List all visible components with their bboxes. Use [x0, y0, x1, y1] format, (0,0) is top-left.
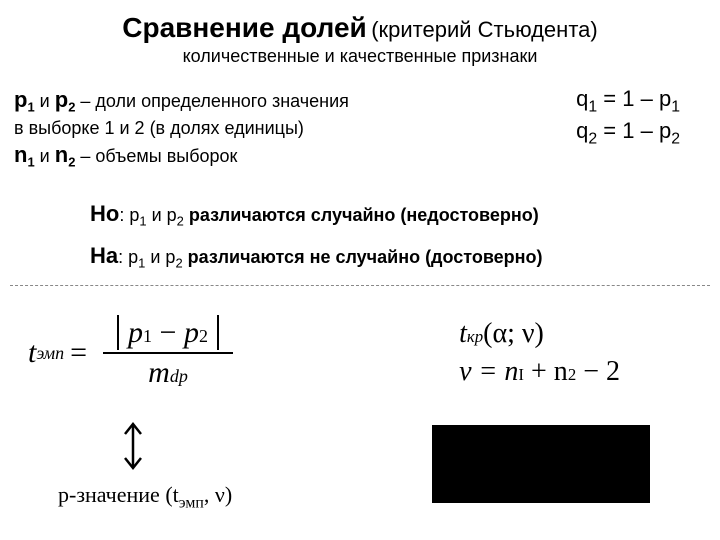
title-row: Сравнение долей (критерий Стьюдента) — [0, 0, 720, 44]
t-critical: tкр(α; ν) — [459, 315, 620, 353]
def-line-3: n1 и n2 – объемы выборок — [14, 140, 349, 171]
left-definitions: р1 и р2 – доли определенного значения в … — [14, 85, 349, 171]
definitions: р1 и р2 – доли определенного значения в … — [0, 67, 720, 171]
redacted-box — [432, 425, 650, 503]
t-empiric-formula: tэмп = p1 − p2 mdp — [28, 314, 233, 392]
right-formulas: tкр(α; ν) ν = nI + n2 − 2 — [459, 315, 680, 391]
fraction: p1 − p2 mdp — [103, 314, 233, 392]
formula-row: tэмп = p1 − p2 mdp tкр(α; ν) ν = nI + n2… — [0, 286, 720, 392]
subtitle: количественные и качественные признаки — [0, 46, 720, 67]
hypotheses: Но: р1 и р2 различаются случайно (недост… — [0, 171, 720, 277]
q2-def: q2 = 1 – p2 — [576, 117, 680, 149]
numerator: p1 − p2 — [103, 314, 233, 352]
title-sub: (критерий Стьюдента) — [371, 17, 598, 42]
double-arrow-icon — [118, 420, 148, 477]
def-line-2: в выборке 1 и 2 (в долях единицы) — [14, 116, 349, 140]
right-definitions: q1 = 1 – p1 q2 = 1 – p2 — [576, 85, 690, 171]
h0: Но: р1 и р2 различаются случайно (недост… — [90, 193, 720, 235]
denominator: mdp — [134, 354, 202, 392]
title-main: Сравнение долей — [122, 12, 366, 43]
p-value-label: р-значение (tэмп, ν) — [58, 482, 232, 512]
def-line-1: р1 и р2 – доли определенного значения — [14, 85, 349, 116]
nu-formula: ν = nI + n2 − 2 — [459, 353, 620, 391]
ha: На: р1 и р2 различаются не случайно (дос… — [90, 235, 720, 277]
q1-def: q1 = 1 – p1 — [576, 85, 680, 117]
